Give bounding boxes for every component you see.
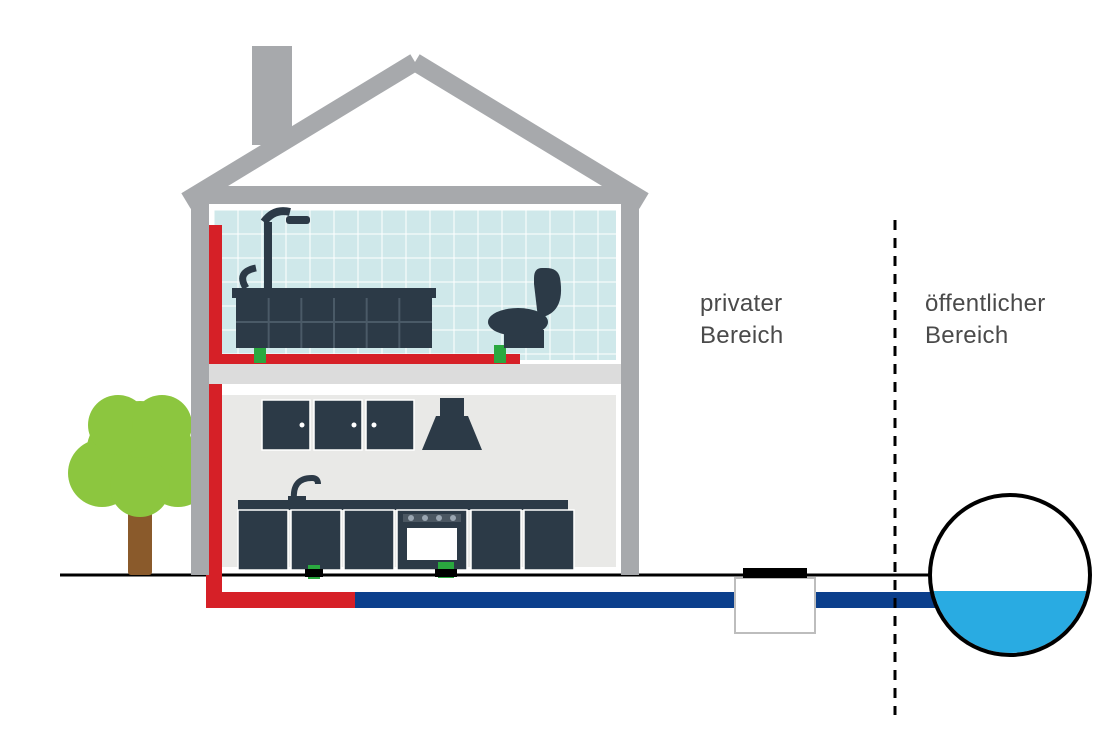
cleanout-cap-1 xyxy=(435,569,457,577)
house-drainage-diagram xyxy=(0,0,1112,746)
label-private: privater Bereich xyxy=(700,288,783,353)
label-public-l2: Bereich xyxy=(925,322,1008,349)
inspection-lid xyxy=(743,568,807,578)
diagram-stage: privater Bereich öffentlicher Bereich xyxy=(0,0,1112,746)
label-private-l2: Bereich xyxy=(700,322,783,349)
tree-foliage xyxy=(68,395,212,517)
floor-slab xyxy=(208,364,622,384)
inspection-chamber xyxy=(735,578,815,633)
label-public: öffentlicher Bereich xyxy=(925,288,1046,353)
label-public-l1: öffentlicher xyxy=(925,290,1046,317)
sewer-water xyxy=(930,591,1090,655)
label-private-l1: privater xyxy=(700,290,782,317)
cleanout-cap-0 xyxy=(305,569,323,577)
